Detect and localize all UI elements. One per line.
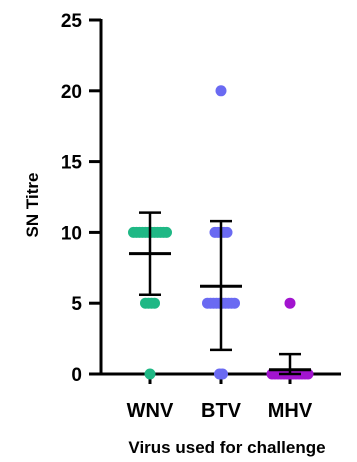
- y-tick-label: 10: [61, 223, 82, 244]
- series-mhv: [266, 297, 314, 380]
- data-point: [221, 226, 233, 238]
- y-tick-label: 5: [71, 294, 82, 315]
- series-btv: [200, 85, 242, 380]
- chart-axes: 0 5 10 15 20 25 WNV BTV MHV: [61, 11, 341, 422]
- y-tick-label: 0: [71, 365, 82, 386]
- data-point: [229, 297, 240, 309]
- y-axis-title: SN Titre: [23, 173, 42, 238]
- data-point: [215, 85, 227, 97]
- x-tick-label: BTV: [201, 400, 242, 422]
- y-tick-label: 15: [61, 153, 83, 174]
- data-point: [149, 297, 160, 309]
- y-tick-label: 25: [61, 11, 83, 32]
- x-tick-label: MHV: [268, 400, 313, 422]
- x-tick-label: WNV: [127, 400, 174, 422]
- chart-marks: [128, 85, 314, 380]
- data-point: [217, 368, 228, 380]
- data-point: [144, 368, 156, 380]
- data-point: [284, 297, 296, 309]
- y-tick-label: 20: [61, 82, 82, 103]
- x-axis-title: Virus used for challenge: [128, 438, 325, 457]
- series-wnv: [128, 211, 172, 380]
- data-point: [161, 226, 172, 238]
